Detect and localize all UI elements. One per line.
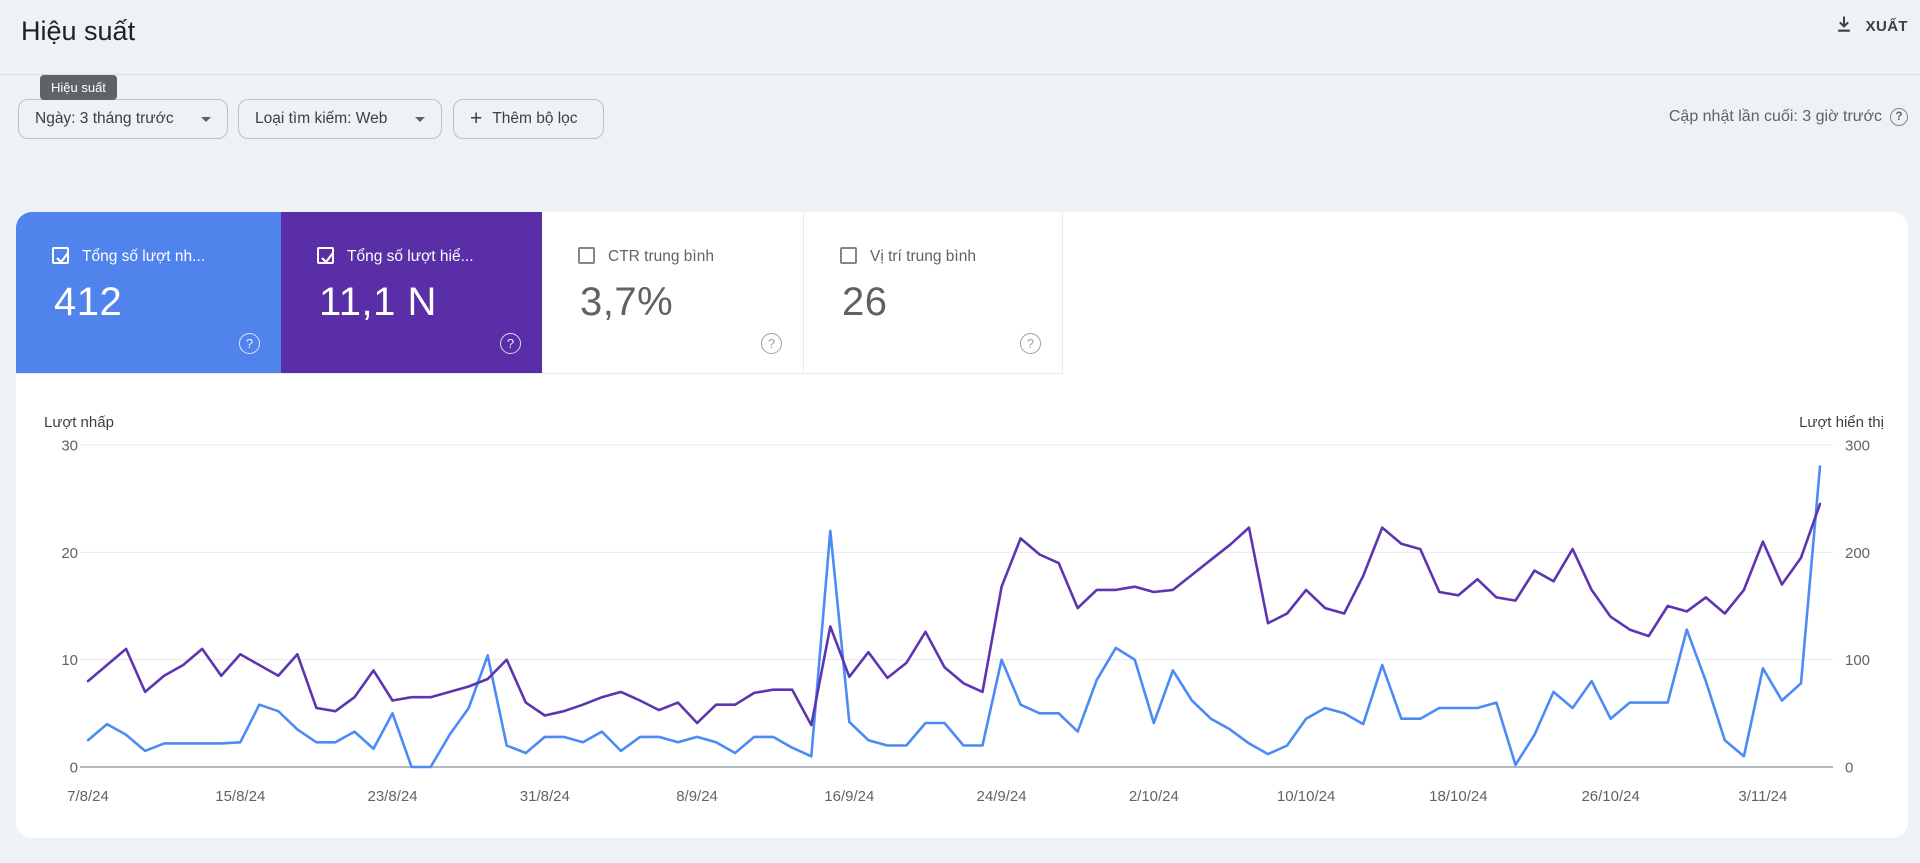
plus-icon: +: [470, 106, 483, 130]
date-range-filter[interactable]: Ngày: 3 tháng trước: [18, 99, 228, 139]
tile-label: Tổng số lượt nh...: [82, 248, 206, 265]
help-icon[interactable]: ?: [1890, 108, 1908, 126]
tile-total-impressions[interactable]: Tổng số lượt hiể... 11,1 N ?: [281, 212, 542, 373]
help-icon[interactable]: ?: [500, 333, 521, 354]
tile-average-ctr[interactable]: CTR trung bình 3,7% ?: [542, 212, 804, 373]
chart-hover-area[interactable]: [80, 440, 1840, 770]
search-type-filter[interactable]: Loại tìm kiếm: Web: [238, 99, 442, 139]
tile-value: 11,1 N: [319, 280, 437, 324]
checkbox-icon[interactable]: [52, 247, 69, 264]
tile-value: 412: [54, 280, 123, 324]
help-icon[interactable]: ?: [239, 333, 260, 354]
filter-bar: Ngày: 3 tháng trước Loại tìm kiếm: Web +…: [0, 99, 1920, 139]
last-updated-text: Cập nhật lần cuối: 3 giờ trước: [1668, 108, 1882, 125]
checkbox-icon[interactable]: [840, 247, 857, 264]
tile-label: Vị trí trung bình: [870, 248, 976, 265]
chevron-down-icon: [415, 116, 425, 122]
download-icon: [1834, 14, 1854, 39]
help-icon[interactable]: ?: [1020, 333, 1041, 354]
tile-average-position[interactable]: Vị trí trung bình 26 ?: [804, 212, 1063, 373]
last-updated: Cập nhật lần cuối: 3 giờ trước ?: [1669, 108, 1908, 126]
header-divider: [0, 74, 1920, 75]
tiles-divider: [16, 373, 1063, 374]
tile-label: Tổng số lượt hiể...: [347, 248, 474, 265]
nav-tooltip: Hiệu suất: [40, 75, 117, 100]
add-filter-button[interactable]: + Thêm bộ lọc: [453, 99, 604, 139]
tile-label: CTR trung bình: [608, 248, 714, 265]
chevron-down-icon: [201, 116, 211, 122]
page-title: Hiệu suất: [21, 16, 136, 46]
tile-value: 3,7%: [580, 280, 674, 324]
metric-tiles: Tổng số lượt nh... 412 ? Tổng số lượt hi…: [16, 212, 1908, 374]
checkbox-icon[interactable]: [578, 247, 595, 264]
export-label: XUẤT: [1865, 18, 1908, 35]
date-range-label: Ngày: 3 tháng trước: [35, 110, 174, 127]
tile-total-clicks[interactable]: Tổng số lượt nh... 412 ?: [16, 212, 281, 373]
help-icon[interactable]: ?: [761, 333, 782, 354]
export-button[interactable]: XUẤT: [1834, 14, 1908, 39]
checkbox-icon[interactable]: [317, 247, 334, 264]
search-type-label: Loại tìm kiếm: Web: [255, 110, 388, 127]
add-filter-label: Thêm bộ lọc: [492, 110, 578, 127]
tile-value: 26: [842, 280, 888, 324]
